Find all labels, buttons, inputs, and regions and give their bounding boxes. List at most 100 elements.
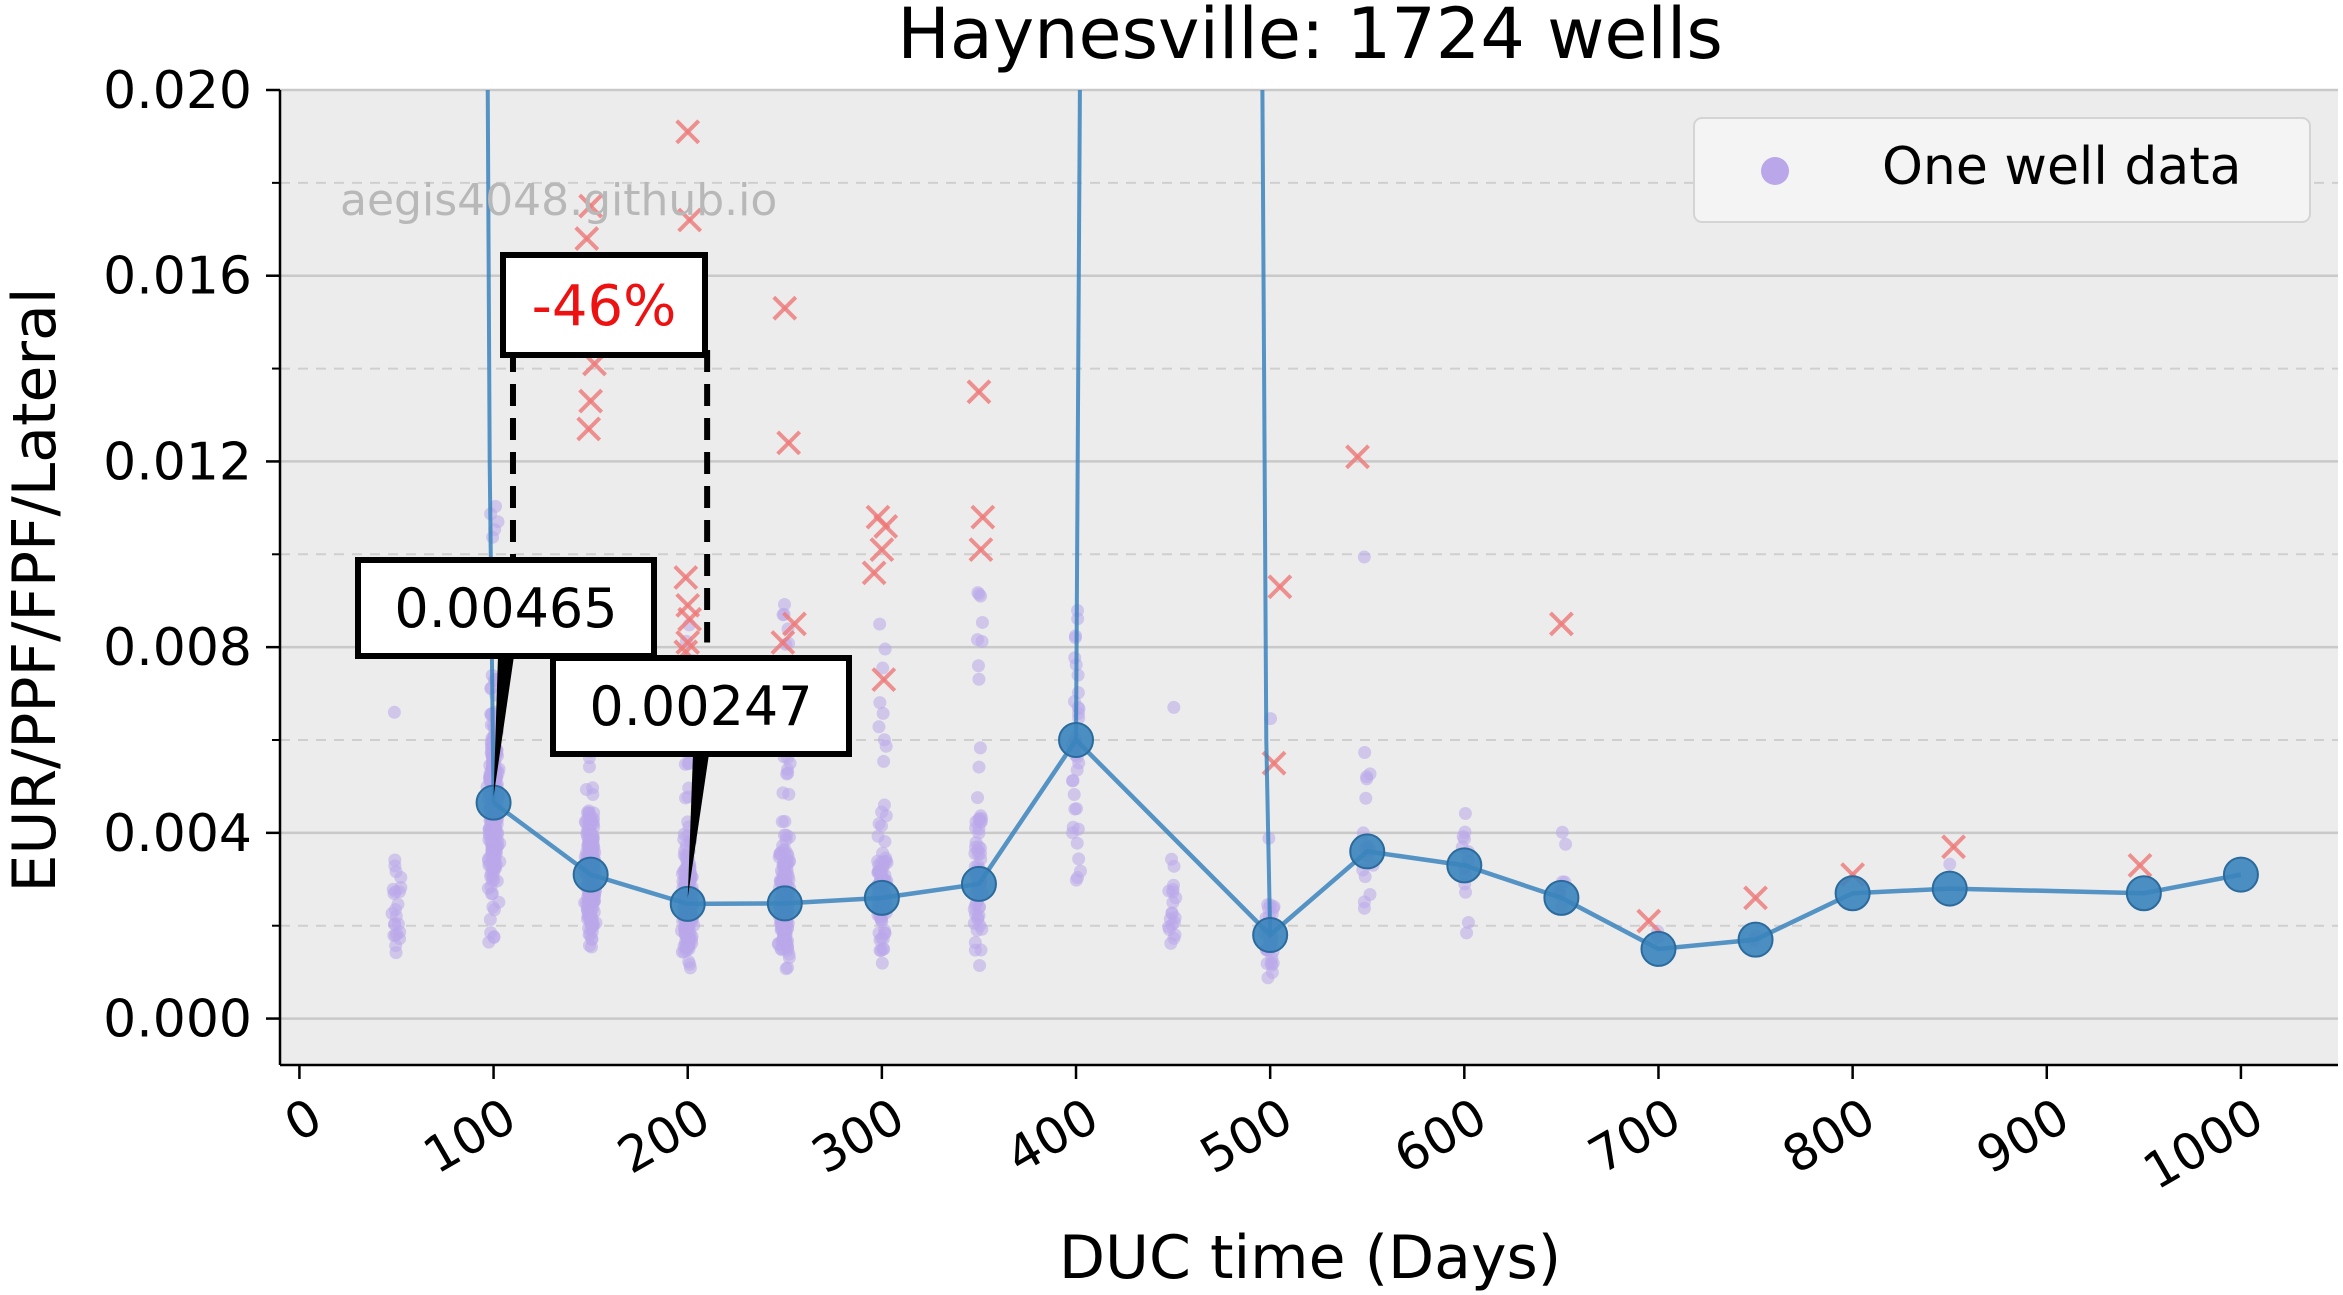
scatter-point-319 [484,926,498,940]
scatter-point-1099 [780,847,794,861]
outlier-stroke-b [1548,611,1574,637]
scatter-point-1337 [1166,878,1180,892]
legend-label-one-well-data: One well data [1882,137,2241,197]
x-tick-label-4: 400 [996,1087,1108,1185]
scatter-point-587 [586,828,600,842]
scatter-point-1087 [781,943,795,957]
scatter-point-1331 [1165,852,1179,866]
scatter-point-1417 [1555,825,1569,839]
median-point-7 [1252,917,1289,953]
scatter-point-22 [386,882,400,896]
legend-marker-one-well-data [1761,157,1789,185]
outlier-marker-3 [578,388,604,414]
scatter-point-1303 [1072,852,1086,866]
x-ticks: 0 100 200 300 400 500 600 700 800 900 1000 [275,1065,2273,1201]
outlier-marker-21 [869,537,895,563]
outlier-stroke-b [1941,834,1966,860]
outlier-stroke-b [576,416,602,442]
median-point-16 [2222,856,2259,893]
outlier-marker-34 [1941,834,1966,860]
scatter-point-1278 [968,936,982,950]
outlier-marker-26 [968,537,994,563]
scatter-point-307 [485,887,499,901]
y-ticks: 0.000 0.004 0.008 0.012 0.016 0.020 [103,61,280,1050]
median-point-6 [1058,722,1095,758]
outlier-stroke-b [675,630,701,655]
median-point-3 [766,885,803,922]
scatter-point-23 [388,917,402,931]
median-point-12 [1737,921,1774,958]
scatter-point-1298 [1071,686,1085,700]
x-tick-label-1: 100 [414,1087,526,1185]
scatter-point-1246 [973,741,987,755]
outlier-stroke-b [677,207,703,233]
scatter-point-20 [389,865,403,879]
median-series [475,722,2259,967]
scatter-point-1395 [1360,770,1374,784]
outlier-stroke-b [968,537,994,563]
outlier-stroke-b [1345,444,1370,470]
pct-change-label: -46% [532,274,677,339]
outlier-marker-16 [776,430,802,456]
scatter-point-1400 [1460,926,1474,940]
scatter-point-1133 [873,617,887,631]
median-point-15 [2125,875,2162,912]
scatter-point-24 [385,907,399,921]
scatter-point-1409 [1459,885,1473,899]
y-axis-label: EUR/PPF/FPF/Lateral [0,288,70,893]
scatter-point-839 [677,832,691,846]
scatter-point-500 [583,928,597,942]
outlier-marker-18 [770,630,796,655]
spike-line-2 [1260,89,1273,936]
x-tick-label-5: 500 [1191,1087,1303,1185]
y-tick-label-0: 0.000 [103,990,252,1050]
x-tick-label-3: 300 [802,1087,914,1185]
callout-00465-box [355,557,657,659]
x-tick-label-10: 1000 [2134,1087,2273,1201]
scatter-point-1383 [1359,791,1373,805]
scatter-point-14 [389,939,403,953]
scatter-point-1338 [1169,891,1183,905]
scatter-point-1313 [1069,802,1083,816]
scatter-point-1172 [878,642,892,656]
outlier-stroke-b [782,611,807,637]
scatter-point-1379 [1265,951,1279,965]
scatter-point-1222 [972,672,986,686]
scatter-point-874 [680,919,694,933]
scatter-point-257 [485,873,499,887]
median-point-5 [960,865,997,902]
outlier-stroke-b [869,537,895,563]
median-point-1 [572,856,609,893]
scatter-point-1260 [974,589,988,603]
scatter-point-1057 [782,787,796,801]
pct-change-box [500,252,708,358]
scatter-point-1190 [878,926,892,940]
outlier-stroke-b [1636,908,1662,934]
outlier-stroke-b [871,667,897,693]
outlier-stroke-b [770,630,796,655]
scatter-point-167 [486,900,500,914]
scatter-point-1283 [973,900,987,914]
scatter-point-1277 [974,847,988,861]
scatter-point-1198 [873,943,887,957]
outlier-stroke-b [966,379,992,405]
scatter-point-1213 [874,855,888,869]
y-tick-label-3: 0.012 [103,432,252,492]
scatter-point-1098 [779,925,793,939]
scatter-point-1424 [1943,857,1957,871]
scatter-point-873 [681,937,695,951]
scatter-point-1234 [971,659,985,673]
outlier-stroke-b [1743,885,1768,911]
scatter-point-1397 [1358,745,1372,759]
y-tick-label-2: 0.008 [103,618,252,678]
scatter-point-1139 [873,696,887,710]
spike-line-1 [1074,89,1082,741]
scatter-point-322 [485,817,499,831]
y-tick-label-5: 0.020 [103,61,252,121]
scatter-point-1181 [876,706,890,720]
x-axis-label: DUC time (Days) [1059,1223,1561,1293]
chart-title: Haynesville: 1724 wells [897,0,1723,75]
scatter-point-16 [387,705,401,719]
median-point-0 [475,784,512,821]
